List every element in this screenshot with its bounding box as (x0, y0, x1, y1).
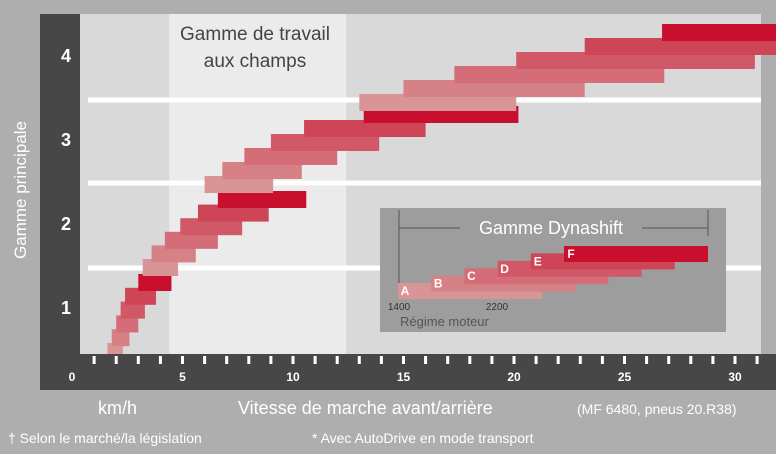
x-tick-label-15: 15 (397, 370, 411, 384)
inset-step-label-D: D (500, 262, 509, 276)
gear-1-range-bar-2 (111, 329, 130, 347)
x-tick-mark-25 (623, 356, 626, 364)
gear-separator-2 (88, 180, 761, 186)
x-tick-label-5: 5 (179, 370, 186, 384)
x-tick-label-0: 0 (69, 370, 76, 384)
x-tick-mark-22 (556, 356, 560, 364)
gear-1-range-bar-3 (116, 315, 139, 333)
field-range-label-line1: Gamme de travail (180, 24, 330, 45)
speed-range-bars (107, 24, 776, 360)
x-tick-mark-5 (181, 356, 184, 364)
gear-4-range-bar-2 (403, 80, 585, 97)
gear-3-range-bar-2 (222, 162, 302, 179)
inset-step-label-F: F (567, 247, 574, 261)
gear-4-range-bar-4 (516, 52, 755, 69)
x-tick-mark-16 (424, 356, 428, 364)
inset-rpm-tick-1400: 1400 (388, 302, 411, 313)
inset-step-bar-F (564, 246, 708, 262)
dynashift-inset: Gamme Dynashift A B C D E F 1400 2200 Régime … (380, 208, 726, 332)
gear-1-range-bar-4 (120, 301, 145, 319)
spec-note: (MF 6480, pneus 20.R38) (577, 401, 737, 417)
gear-3-range-bar-4 (270, 134, 380, 151)
x-tick-label-10: 10 (286, 370, 300, 384)
x-tick-mark-11 (313, 356, 317, 364)
gear-4-range-bar-3 (454, 66, 665, 83)
x-tick-mark-1 (92, 356, 96, 364)
x-tick-mark-9 (269, 356, 273, 364)
gear-label-3: 3 (61, 130, 71, 150)
field-range-label-line2: aux champs (204, 51, 306, 72)
x-axis-title: Vitesse de marche avant/arrière (238, 398, 493, 418)
x-axis-ticks: 0510152025303540 (69, 356, 759, 384)
gear-2-range-bar-6 (217, 191, 307, 208)
x-tick-mark-14 (379, 356, 383, 364)
x-tick-mark-30 (733, 356, 737, 364)
inset-step-label-C: C (467, 269, 476, 283)
gear-3-range-bar-1 (204, 176, 274, 193)
gear-3-range-bar-3 (244, 148, 338, 165)
gear-4-range-bar-5 (584, 38, 776, 55)
x-tick-mark-6 (203, 356, 207, 364)
x-tick-mark-3 (136, 356, 140, 364)
y-axis-gear-labels: 1 2 3 4 (61, 46, 71, 318)
gear-4-range-bar-6 (662, 24, 776, 41)
x-tick-mark-31 (755, 356, 759, 364)
x-tick-label-25: 25 (618, 370, 632, 384)
gear-2-range-bar-2 (151, 245, 196, 263)
y-axis-title: Gamme principale (11, 121, 30, 259)
gear-label-1: 1 (61, 298, 71, 318)
x-tick-mark-29 (711, 356, 715, 364)
gear-2-range-bar-4 (180, 218, 243, 236)
x-tick-label-30: 30 (728, 370, 742, 384)
inset-step-label-A: A (401, 284, 410, 298)
gear-1-range-bar-5 (125, 287, 156, 305)
x-tick-mark-28 (689, 356, 693, 364)
x-tick-mark-8 (247, 356, 251, 364)
x-unit-label: km/h (98, 398, 138, 418)
inset-rpm-tick-2200: 2200 (486, 302, 509, 313)
x-tick-mark-24 (600, 356, 604, 364)
x-tick-mark-15 (402, 356, 405, 364)
x-tick-mark-26 (645, 356, 649, 364)
footnote-market: † Selon le marché/la législation (8, 430, 202, 446)
inset-step-bars: A B C D E F (398, 246, 708, 299)
gear-2-range-bar-1 (142, 259, 179, 276)
gear-2-range-bar-5 (197, 204, 269, 222)
x-tick-mark-21 (534, 356, 538, 364)
x-tick-mark-17 (446, 356, 450, 364)
x-tick-mark-4 (158, 356, 162, 364)
x-tick-mark-13 (357, 356, 361, 364)
x-tick-mark-23 (578, 356, 582, 364)
x-tick-mark-27 (667, 356, 671, 364)
inset-step-label-E: E (534, 254, 542, 268)
bottom-frame (40, 354, 776, 390)
x-tick-mark-18 (468, 356, 472, 364)
left-frame (40, 14, 80, 354)
x-tick-mark-2 (114, 356, 118, 364)
inset-title: Gamme Dynashift (479, 218, 623, 238)
gear-3-range-bar-5 (304, 120, 426, 137)
x-tick-mark-19 (490, 356, 494, 364)
inset-step-label-B: B (434, 277, 443, 291)
gear-2-range-bar-3 (164, 231, 218, 249)
gear-label-2: 2 (61, 214, 71, 234)
x-tick-mark-7 (225, 356, 229, 364)
x-tick-mark-10 (291, 356, 295, 364)
gear-4-range-bar-1 (359, 94, 517, 111)
x-tick-mark-12 (335, 356, 339, 364)
x-tick-mark-20 (512, 356, 516, 364)
gear-label-4: 4 (61, 46, 71, 66)
inset-rpm-label: Régime moteur (400, 314, 490, 329)
footnote-autodrive: * Avec AutoDrive en mode transport (312, 430, 534, 446)
x-tick-label-20: 20 (507, 370, 521, 384)
gear-1-range-bar-6 (138, 274, 172, 291)
